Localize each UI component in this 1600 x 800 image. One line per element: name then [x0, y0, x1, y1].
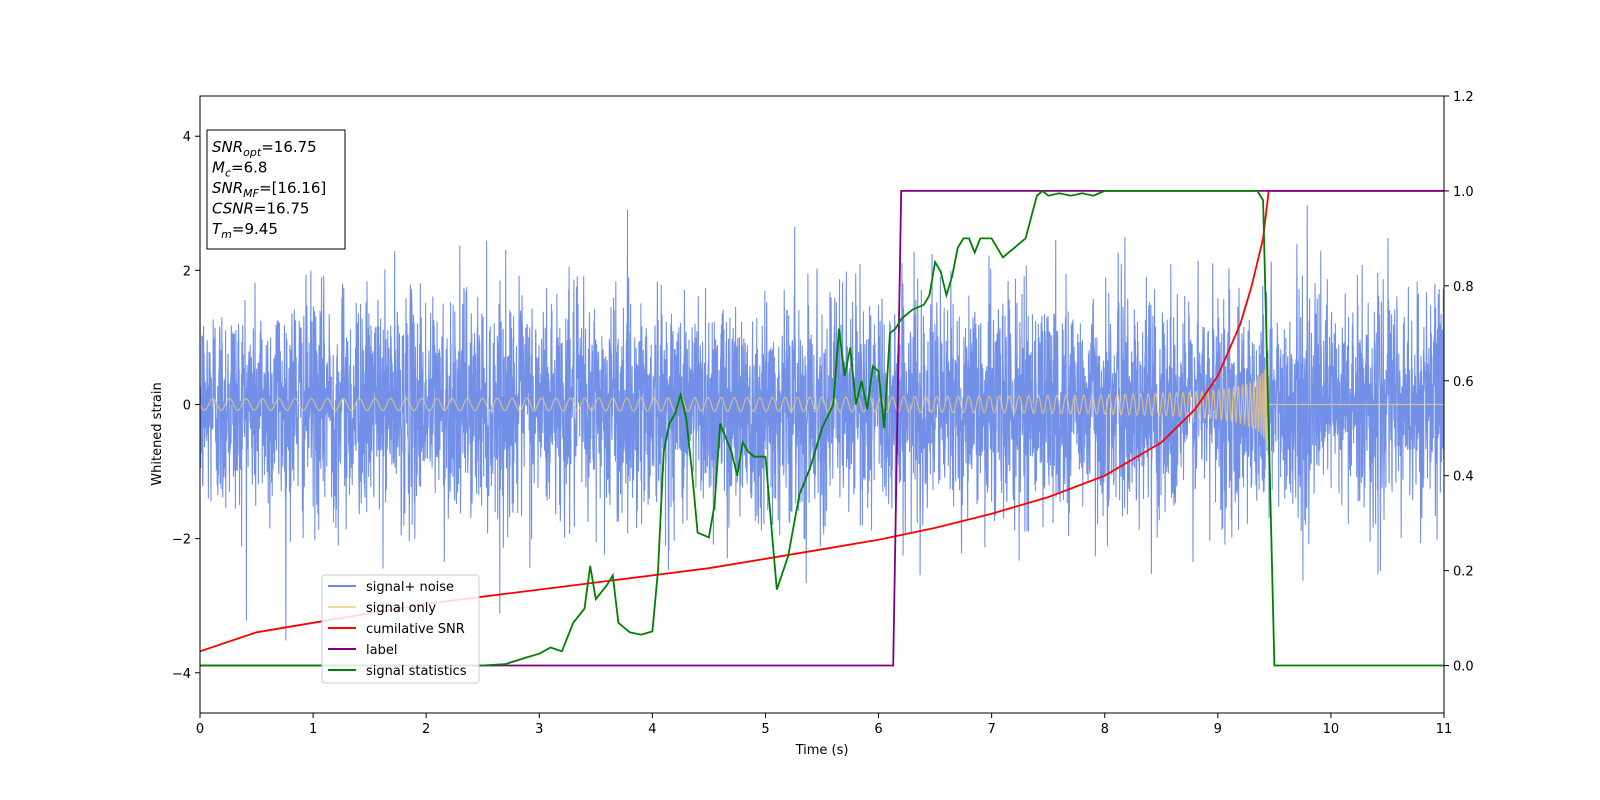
info-row: SNRopt=16.75	[212, 138, 317, 159]
info-box: SNRopt=16.75Mc=6.8SNRMF=[16.16]CSNR=16.7…	[206, 129, 346, 250]
y-tick-label: −4	[172, 667, 191, 682]
y-axis-label: Whitened strain	[150, 382, 165, 485]
info-row: Tm=9.45	[212, 220, 278, 241]
x-tick-label: 2	[422, 722, 430, 737]
signal-only-line	[200, 358, 1444, 451]
y2-tick-label: 0.2	[1453, 565, 1474, 580]
legend-label: label	[366, 643, 397, 658]
axes: 0 1 2 3 4 5 6 7 8 9 10 11 −4 −2 0 2 4 0.0 0.2 0.4 0.6 0.8 1.0 1…	[172, 90, 1474, 737]
y2-tick-label: 0.0	[1453, 660, 1474, 675]
x-tick-label: 4	[648, 722, 656, 737]
line-label	[200, 190, 1444, 667]
series-signal-noise	[200, 205, 1444, 641]
x-tick-label: 1	[309, 722, 317, 737]
legend-frame	[321, 574, 480, 684]
y2-tick-label: 1.2	[1453, 90, 1474, 105]
x-tick-label: 0	[196, 722, 204, 737]
line-signal-statistics	[200, 189, 1444, 667]
legend: signal+ noise signal only cumilative SNR la…	[321, 574, 480, 684]
x-tick-label: 5	[761, 722, 769, 737]
legend-label: signal+ noise	[366, 580, 454, 595]
signal-noise-line	[200, 205, 1444, 641]
series-signal-only	[200, 358, 1444, 451]
y2-tick-label: 0.8	[1453, 280, 1474, 295]
x-tick-label: 6	[874, 722, 882, 737]
y-tick-label: 4	[183, 130, 191, 145]
x-tick-label: 7	[987, 722, 995, 737]
legend-label: signal statistics	[366, 664, 467, 679]
legend-label: signal only	[366, 601, 436, 616]
x-tick-label: 11	[1436, 722, 1453, 737]
x-tick-label: 9	[1214, 722, 1222, 737]
info-row: SNRMF=[16.16]	[212, 179, 326, 200]
y-tick-label: 2	[183, 264, 191, 279]
x-axis-label: Time (s)	[795, 743, 849, 758]
y2-tick-label: 0.6	[1453, 375, 1474, 390]
info-row: CSNR=16.75	[212, 200, 309, 218]
x-tick-label: 10	[1323, 722, 1340, 737]
x-tick-label: 3	[535, 722, 543, 737]
y2-tick-label: 1.0	[1453, 185, 1474, 200]
legend-label: cumilative SNR	[366, 622, 465, 637]
y2-tick-label: 0.4	[1453, 470, 1474, 485]
info-box-frame	[206, 129, 346, 250]
y-tick-label: 0	[183, 399, 191, 414]
y-tick-label: −2	[172, 533, 191, 548]
x-tick-label: 8	[1101, 722, 1109, 737]
info-row: Mc=6.8	[212, 159, 267, 180]
